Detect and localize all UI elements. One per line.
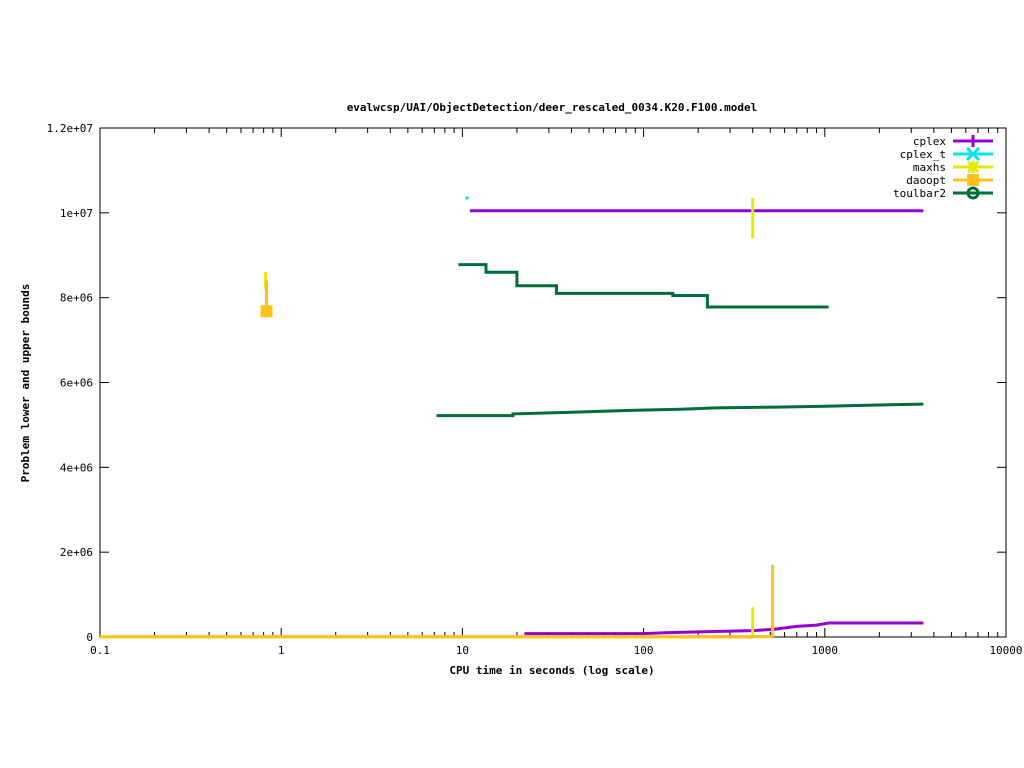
legend-item-toulbar2: toulbar2 (893, 186, 993, 200)
series-maxhs (100, 198, 755, 639)
legend-item-maxhs: maxhs (913, 160, 993, 174)
marker-stroke (966, 160, 980, 174)
legend-label: toulbar2 (893, 187, 946, 200)
x-tick-label: 0.1 (90, 644, 110, 657)
x-axis-title: CPU time in seconds (log scale) (449, 664, 654, 677)
y-tick-label: 8e+06 (60, 292, 93, 305)
series-daoopt (100, 280, 775, 639)
y-tick-label: 6e+06 (60, 377, 93, 390)
data-point-cplex_t (465, 196, 469, 200)
legend-marker-square (967, 174, 979, 186)
series-layer (100, 196, 924, 639)
data-point-daoopt (260, 305, 273, 318)
x-tick-label: 1000 (812, 644, 839, 657)
x-tick-label: 10000 (989, 644, 1022, 657)
plot-frame (99, 127, 1007, 638)
y-tick-label: 1.2e+07 (47, 122, 93, 135)
series-line-cplex (524, 621, 924, 636)
legend-item-cplex: cplex (913, 135, 993, 148)
y-axis-title: Problem lower and upper bounds (19, 284, 32, 483)
marker-square (967, 174, 979, 186)
legend-marker-asterisk (966, 160, 980, 174)
legend-marker-circle (966, 186, 980, 200)
y-tick-label: 4e+06 (60, 461, 93, 474)
marker-circle (966, 186, 980, 200)
y-tick-label: 2e+06 (60, 546, 93, 559)
x-tick-label: 1 (278, 644, 285, 657)
x-tick-label: 10 (456, 644, 469, 657)
marker-stroke (965, 146, 981, 162)
legend-marker-cross (965, 146, 981, 162)
legend-label: daoopt (906, 174, 946, 187)
chart-title: evalwcsp/UAI/ObjectDetection/deer_rescal… (347, 101, 758, 114)
axis-ticks: 0.1 1 10 100 1000 10000 0 2e+06 4e+06 6e+06 8e+06 1… (47, 122, 1023, 657)
series-cplex (469, 209, 924, 636)
y-tick-label: 1e+07 (60, 207, 93, 220)
series-cplex_t (465, 196, 469, 200)
legend-marker-plus (967, 135, 979, 147)
legend-label: maxhs (913, 161, 946, 174)
series-toulbar2 (436, 263, 924, 418)
legend-item-daoopt: daoopt (906, 174, 993, 187)
legend-item-cplex_t: cplex_t (900, 146, 993, 162)
series-line-toulbar2 (436, 402, 924, 418)
x-tick-label: 100 (634, 644, 654, 657)
legend-label: cplex (913, 135, 946, 148)
series-line-toulbar2 (458, 263, 829, 309)
legend-label: cplex_t (900, 148, 946, 161)
y-tick-label: 0 (86, 631, 93, 644)
